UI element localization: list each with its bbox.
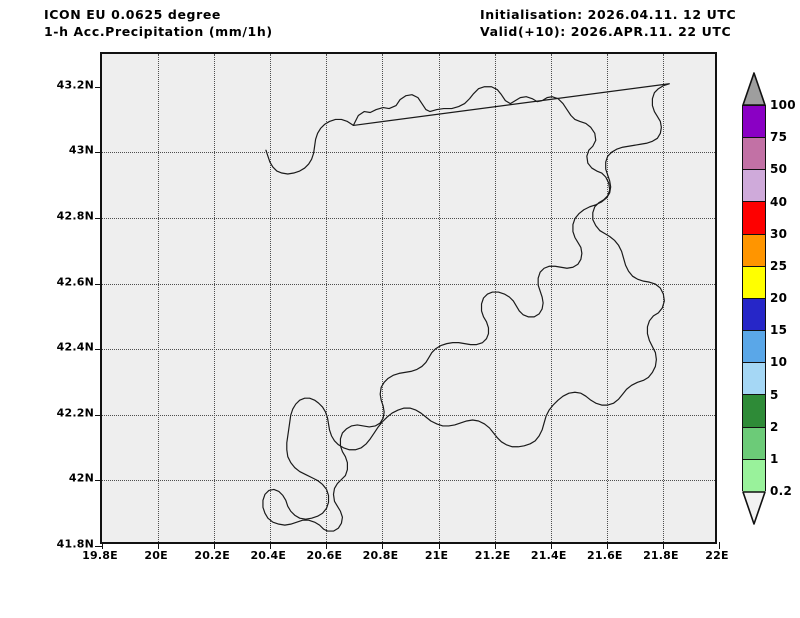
gridline-vertical (214, 54, 216, 542)
y-axis-label: 42.6N (56, 275, 94, 289)
map-plot-area (95, 52, 720, 549)
y-axis-label: 42.2N (56, 406, 94, 420)
colorbar-tick-label: 30 (770, 226, 788, 241)
gridline-vertical (158, 54, 160, 542)
x-axis-tick (662, 542, 664, 549)
y-axis-label: 42.8N (56, 209, 94, 223)
x-axis-tick (719, 542, 720, 549)
colorbar-over-arrow (742, 72, 766, 106)
y-axis-tick (95, 480, 102, 482)
colorbar-tick-label: 1 (770, 451, 779, 466)
colorbar-band (743, 170, 765, 203)
y-axis-tick (95, 414, 102, 416)
colorbar-tick-label: 100 (770, 98, 796, 112)
gridline-vertical (606, 54, 608, 542)
colorbar-legend: 100 75 50 40 30 25 20 15 10 5 2 1 0.2 (742, 72, 798, 525)
latitude-axis: 41.8N 42N 42.2N 42.4N 42.6N 42.8N 43N 43.2N (36, 52, 94, 550)
x-axis-tick (494, 542, 496, 549)
y-axis-label: 43N (68, 143, 94, 157)
gridline-vertical (326, 54, 328, 542)
x-axis-label: 19.8E (82, 549, 118, 562)
colorbar-tick-label: 40 (770, 194, 788, 209)
longitude-axis: 19.8E 20E 20.2E 20.4E 20.6E 20.8E 21E 21.2E 21.4… (82, 549, 728, 567)
valid-time-text: Valid(+10): 2026.APR.11. 22 UTC (480, 24, 732, 39)
colorbar-band (743, 298, 765, 332)
map-canvas (102, 54, 715, 542)
x-axis-label: 21.2E (474, 549, 511, 562)
colorbar-band (743, 331, 765, 364)
x-axis-label: 20.8E (362, 549, 399, 562)
colorbar-tick-label: 25 (770, 258, 788, 273)
gridline-horizontal (102, 480, 715, 482)
y-axis-tick (95, 86, 102, 88)
colorbar-band (743, 427, 765, 460)
x-axis-label: 21.4E (530, 549, 567, 562)
gridline-vertical (550, 54, 552, 542)
x-axis-tick (158, 542, 160, 549)
x-axis-tick (606, 542, 608, 549)
gridline-vertical (438, 54, 440, 542)
colorbar-tick-label: 75 (770, 130, 788, 145)
field-title: 1-h Acc.Precipitation (mm/1h) (44, 24, 273, 39)
colorbar-tick-label: 5 (770, 387, 779, 402)
kosovo-border-outline (262, 83, 670, 532)
x-axis-tick (438, 542, 440, 549)
x-axis-label: 20E (144, 549, 168, 562)
x-axis-tick (270, 542, 272, 549)
colorbar-tick-label: 15 (770, 323, 788, 338)
y-axis-tick (95, 152, 102, 154)
y-axis-label: 42N (68, 471, 94, 485)
y-axis-label: 43.2N (56, 78, 94, 92)
colorbar-tick-label: 2 (770, 419, 779, 434)
gridline-horizontal (102, 349, 715, 351)
header-right: Initialisation: 2026.04.11. 12 UTC Valid… (480, 6, 736, 40)
gridline-vertical (382, 54, 384, 542)
y-axis-tick (95, 546, 102, 547)
y-axis-label: 41.8N (56, 537, 94, 551)
colorbar-band (743, 363, 765, 396)
colorbar-band (743, 234, 765, 267)
colorbar-under-arrow (742, 491, 766, 525)
y-axis-tick (95, 283, 102, 285)
x-axis-tick (326, 542, 328, 549)
x-axis-label: 21.8E (643, 549, 679, 562)
x-axis-tick (102, 542, 103, 549)
gridline-vertical (494, 54, 496, 542)
x-axis-label: 22E (705, 549, 729, 562)
header-left: ICON EU 0.0625 degree 1-h Acc.Precipitat… (44, 6, 273, 40)
colorbar-band (743, 459, 765, 492)
gridline-horizontal (102, 152, 715, 154)
colorbar-bands (742, 105, 766, 492)
colorbar-band (743, 266, 765, 299)
colorbar-tick-label: 0.2 (770, 484, 793, 498)
gridline-horizontal (102, 283, 715, 285)
colorbar-band (743, 106, 765, 139)
colorbar-tick-label: 10 (770, 355, 788, 370)
x-axis-tick (214, 542, 216, 549)
colorbar-tick-label: 20 (770, 291, 788, 305)
colorbar-band (743, 138, 765, 171)
model-title: ICON EU 0.0625 degree (44, 7, 221, 22)
colorbar-band (743, 202, 765, 235)
x-axis-label: 20.6E (306, 549, 343, 562)
gridline-horizontal (102, 414, 715, 416)
x-axis-label: 20.2E (194, 549, 230, 562)
x-axis-label: 21.6E (586, 549, 623, 562)
y-axis-tick (95, 349, 102, 351)
x-axis-tick (382, 542, 384, 549)
gridline-vertical (270, 54, 272, 542)
initialisation-text: Initialisation: 2026.04.11. 12 UTC (480, 7, 737, 22)
y-axis-tick (95, 218, 102, 219)
colorbar-band (743, 395, 765, 428)
x-axis-label: 20.4E (250, 549, 287, 562)
x-axis-tick (550, 542, 552, 549)
gridline-horizontal (102, 218, 715, 219)
y-axis-label: 42.4N (56, 340, 94, 354)
colorbar-tick-label: 50 (770, 162, 788, 177)
x-axis-label: 21E (424, 549, 449, 562)
